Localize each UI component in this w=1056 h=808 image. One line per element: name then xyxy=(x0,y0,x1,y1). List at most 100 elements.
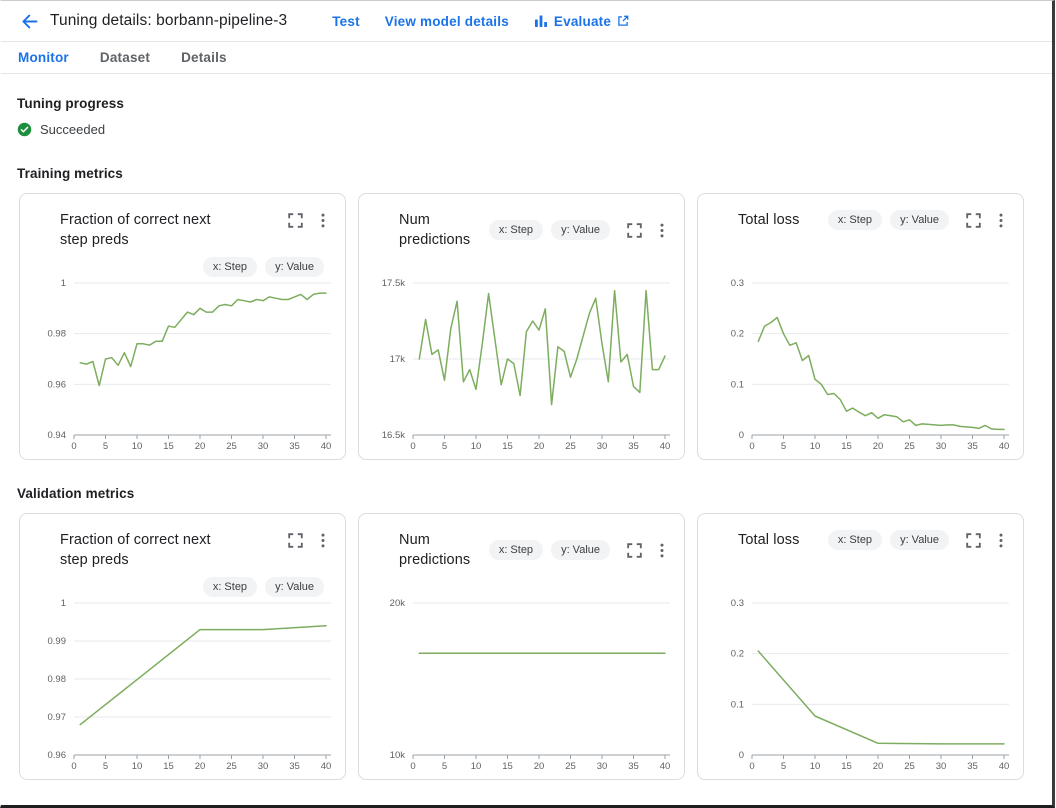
x-tick-label: 40 xyxy=(999,441,1010,449)
x-tick-label: 35 xyxy=(967,761,978,769)
tuning-progress-heading: Tuning progress xyxy=(17,96,125,111)
more-vert-icon xyxy=(321,533,325,548)
x-tick-label: 10 xyxy=(810,441,821,449)
chart-menu-button[interactable] xyxy=(321,533,325,548)
y-tick-label: 0.3 xyxy=(731,598,744,609)
x-tick-label: 5 xyxy=(442,761,447,769)
expand-chart-button[interactable] xyxy=(966,212,981,228)
fullscreen-icon xyxy=(288,213,303,228)
y-tick-label: 20k xyxy=(390,598,406,609)
x-tick-label: 35 xyxy=(289,761,300,769)
data-series xyxy=(757,650,1005,745)
view-model-details-label: View model details xyxy=(384,13,509,29)
evaluate-button-label: Evaluate xyxy=(553,13,612,29)
x-tick-label: 20 xyxy=(534,441,545,449)
x-axis-chip[interactable]: x: Step xyxy=(827,210,883,230)
chart-menu-button[interactable] xyxy=(660,543,664,558)
x-axis-chip[interactable]: x: Step xyxy=(488,220,544,240)
expand-chart-button[interactable] xyxy=(966,532,981,548)
chart-title-line: Total loss xyxy=(738,212,800,228)
y-tick-label: 0.98 xyxy=(48,674,67,685)
external-link-icon xyxy=(618,15,629,26)
y-tick-label: 1 xyxy=(61,598,66,609)
x-tick-label: 5 xyxy=(442,441,447,449)
y-axis-chip[interactable]: y: Value xyxy=(890,530,949,550)
x-tick-label: 35 xyxy=(628,441,639,449)
y-tick-label: 0.1 xyxy=(731,699,744,710)
x-tick-label: 0 xyxy=(71,441,76,449)
page-title: Tuning details: borbann-pipeline-3 xyxy=(50,12,288,29)
x-tick-label: 0 xyxy=(71,761,76,769)
status-badge: Succeeded xyxy=(40,122,106,137)
card-header: Total loss x: Step y: Value xyxy=(698,194,1023,230)
axis-chips: x: Step y: Value xyxy=(827,210,949,230)
x-axis-chip[interactable]: x: Step xyxy=(827,530,883,550)
test-button-label: Test xyxy=(332,13,360,29)
x-tick-label: 15 xyxy=(841,441,852,449)
x-axis-chip[interactable]: x: Step xyxy=(488,540,544,560)
training-metrics-heading: Training metrics xyxy=(17,166,123,181)
chart-menu-button[interactable] xyxy=(999,213,1003,228)
metric-card: Total loss x: Step y: Value 0 0.1 0.2 0.3 0 5 10 1… xyxy=(697,193,1024,460)
x-tick-label: 40 xyxy=(999,761,1010,769)
card-header: Total loss x: Step y: Value xyxy=(698,514,1023,550)
chart-menu-button[interactable] xyxy=(999,533,1003,548)
back-button[interactable] xyxy=(18,10,40,32)
x-tick-label: 25 xyxy=(565,761,576,769)
y-axis-chip[interactable]: y: Value xyxy=(890,210,949,230)
chart-title-line: step preds xyxy=(60,232,129,248)
more-vert-icon xyxy=(999,533,1003,547)
line-chart: 0 0.1 0.2 0.3 0 5 10 15 20 25 30 35 40 xyxy=(731,598,1010,772)
evaluate-button[interactable]: Evaluate xyxy=(534,14,629,29)
fullscreen-icon xyxy=(627,222,642,238)
tab-bar: Monitor Dataset Details xyxy=(1,42,1052,74)
fullscreen-icon xyxy=(288,533,303,548)
x-tick-label: 40 xyxy=(321,761,332,769)
line-chart: 10k 20k 0 5 10 15 20 25 30 35 40 xyxy=(390,598,671,772)
x-tick-label: 40 xyxy=(660,761,671,769)
x-tick-label: 10 xyxy=(810,761,821,769)
y-tick-label: 10k xyxy=(390,750,406,761)
x-tick-label: 10 xyxy=(471,441,482,449)
arrow-back-icon xyxy=(21,14,37,28)
y-axis-chip[interactable]: y: Value xyxy=(265,577,324,597)
x-tick-label: 40 xyxy=(660,441,671,449)
chart-area: 0.96 0.97 0.98 0.99 1 0 5 10 15 20 25 30 35 40 xyxy=(32,584,335,774)
chart-menu-button[interactable] xyxy=(321,213,325,228)
card-header-icons xyxy=(627,542,664,558)
y-axis-chip[interactable]: y: Value xyxy=(551,220,610,240)
x-tick-label: 10 xyxy=(471,761,482,769)
axis-chips: x: Step y: Value xyxy=(488,220,610,240)
chart-title: Fraction of correct next step preds xyxy=(60,530,242,570)
chart-area: 0 0.1 0.2 0.3 0 5 10 15 20 25 30 35 40 xyxy=(710,584,1013,774)
tab-dataset[interactable]: Dataset xyxy=(99,50,151,65)
y-tick-label: 0.2 xyxy=(731,329,744,340)
x-axis-chip[interactable]: x: Step xyxy=(202,577,258,597)
data-series xyxy=(757,316,1005,431)
x-tick-label: 20 xyxy=(873,441,884,449)
x-axis-chip[interactable]: x: Step xyxy=(202,257,258,277)
metric-card: Fraction of correct next step preds x: Ste… xyxy=(19,193,346,460)
expand-chart-button[interactable] xyxy=(627,542,642,558)
test-button[interactable]: Test xyxy=(332,14,360,29)
x-tick-label: 5 xyxy=(781,441,786,449)
y-tick-label: 0.96 xyxy=(48,750,67,761)
expand-chart-button[interactable] xyxy=(288,533,303,548)
x-tick-label: 15 xyxy=(841,761,852,769)
axis-chips: x: Step y: Value xyxy=(60,577,324,597)
expand-chart-button[interactable] xyxy=(288,213,303,228)
tab-details[interactable]: Details xyxy=(181,50,227,65)
card-header-icons xyxy=(627,222,664,238)
x-tick-label: 15 xyxy=(163,761,174,769)
chart-menu-button[interactable] xyxy=(660,223,664,238)
expand-chart-button[interactable] xyxy=(627,222,642,238)
x-tick-label: 30 xyxy=(258,441,269,449)
card-header-icons xyxy=(966,212,1003,228)
tab-monitor[interactable]: Monitor xyxy=(18,50,69,65)
y-axis-chip[interactable]: y: Value xyxy=(265,257,324,277)
y-axis-chip[interactable]: y: Value xyxy=(551,540,610,560)
view-model-details-button[interactable]: View model details xyxy=(385,14,509,29)
